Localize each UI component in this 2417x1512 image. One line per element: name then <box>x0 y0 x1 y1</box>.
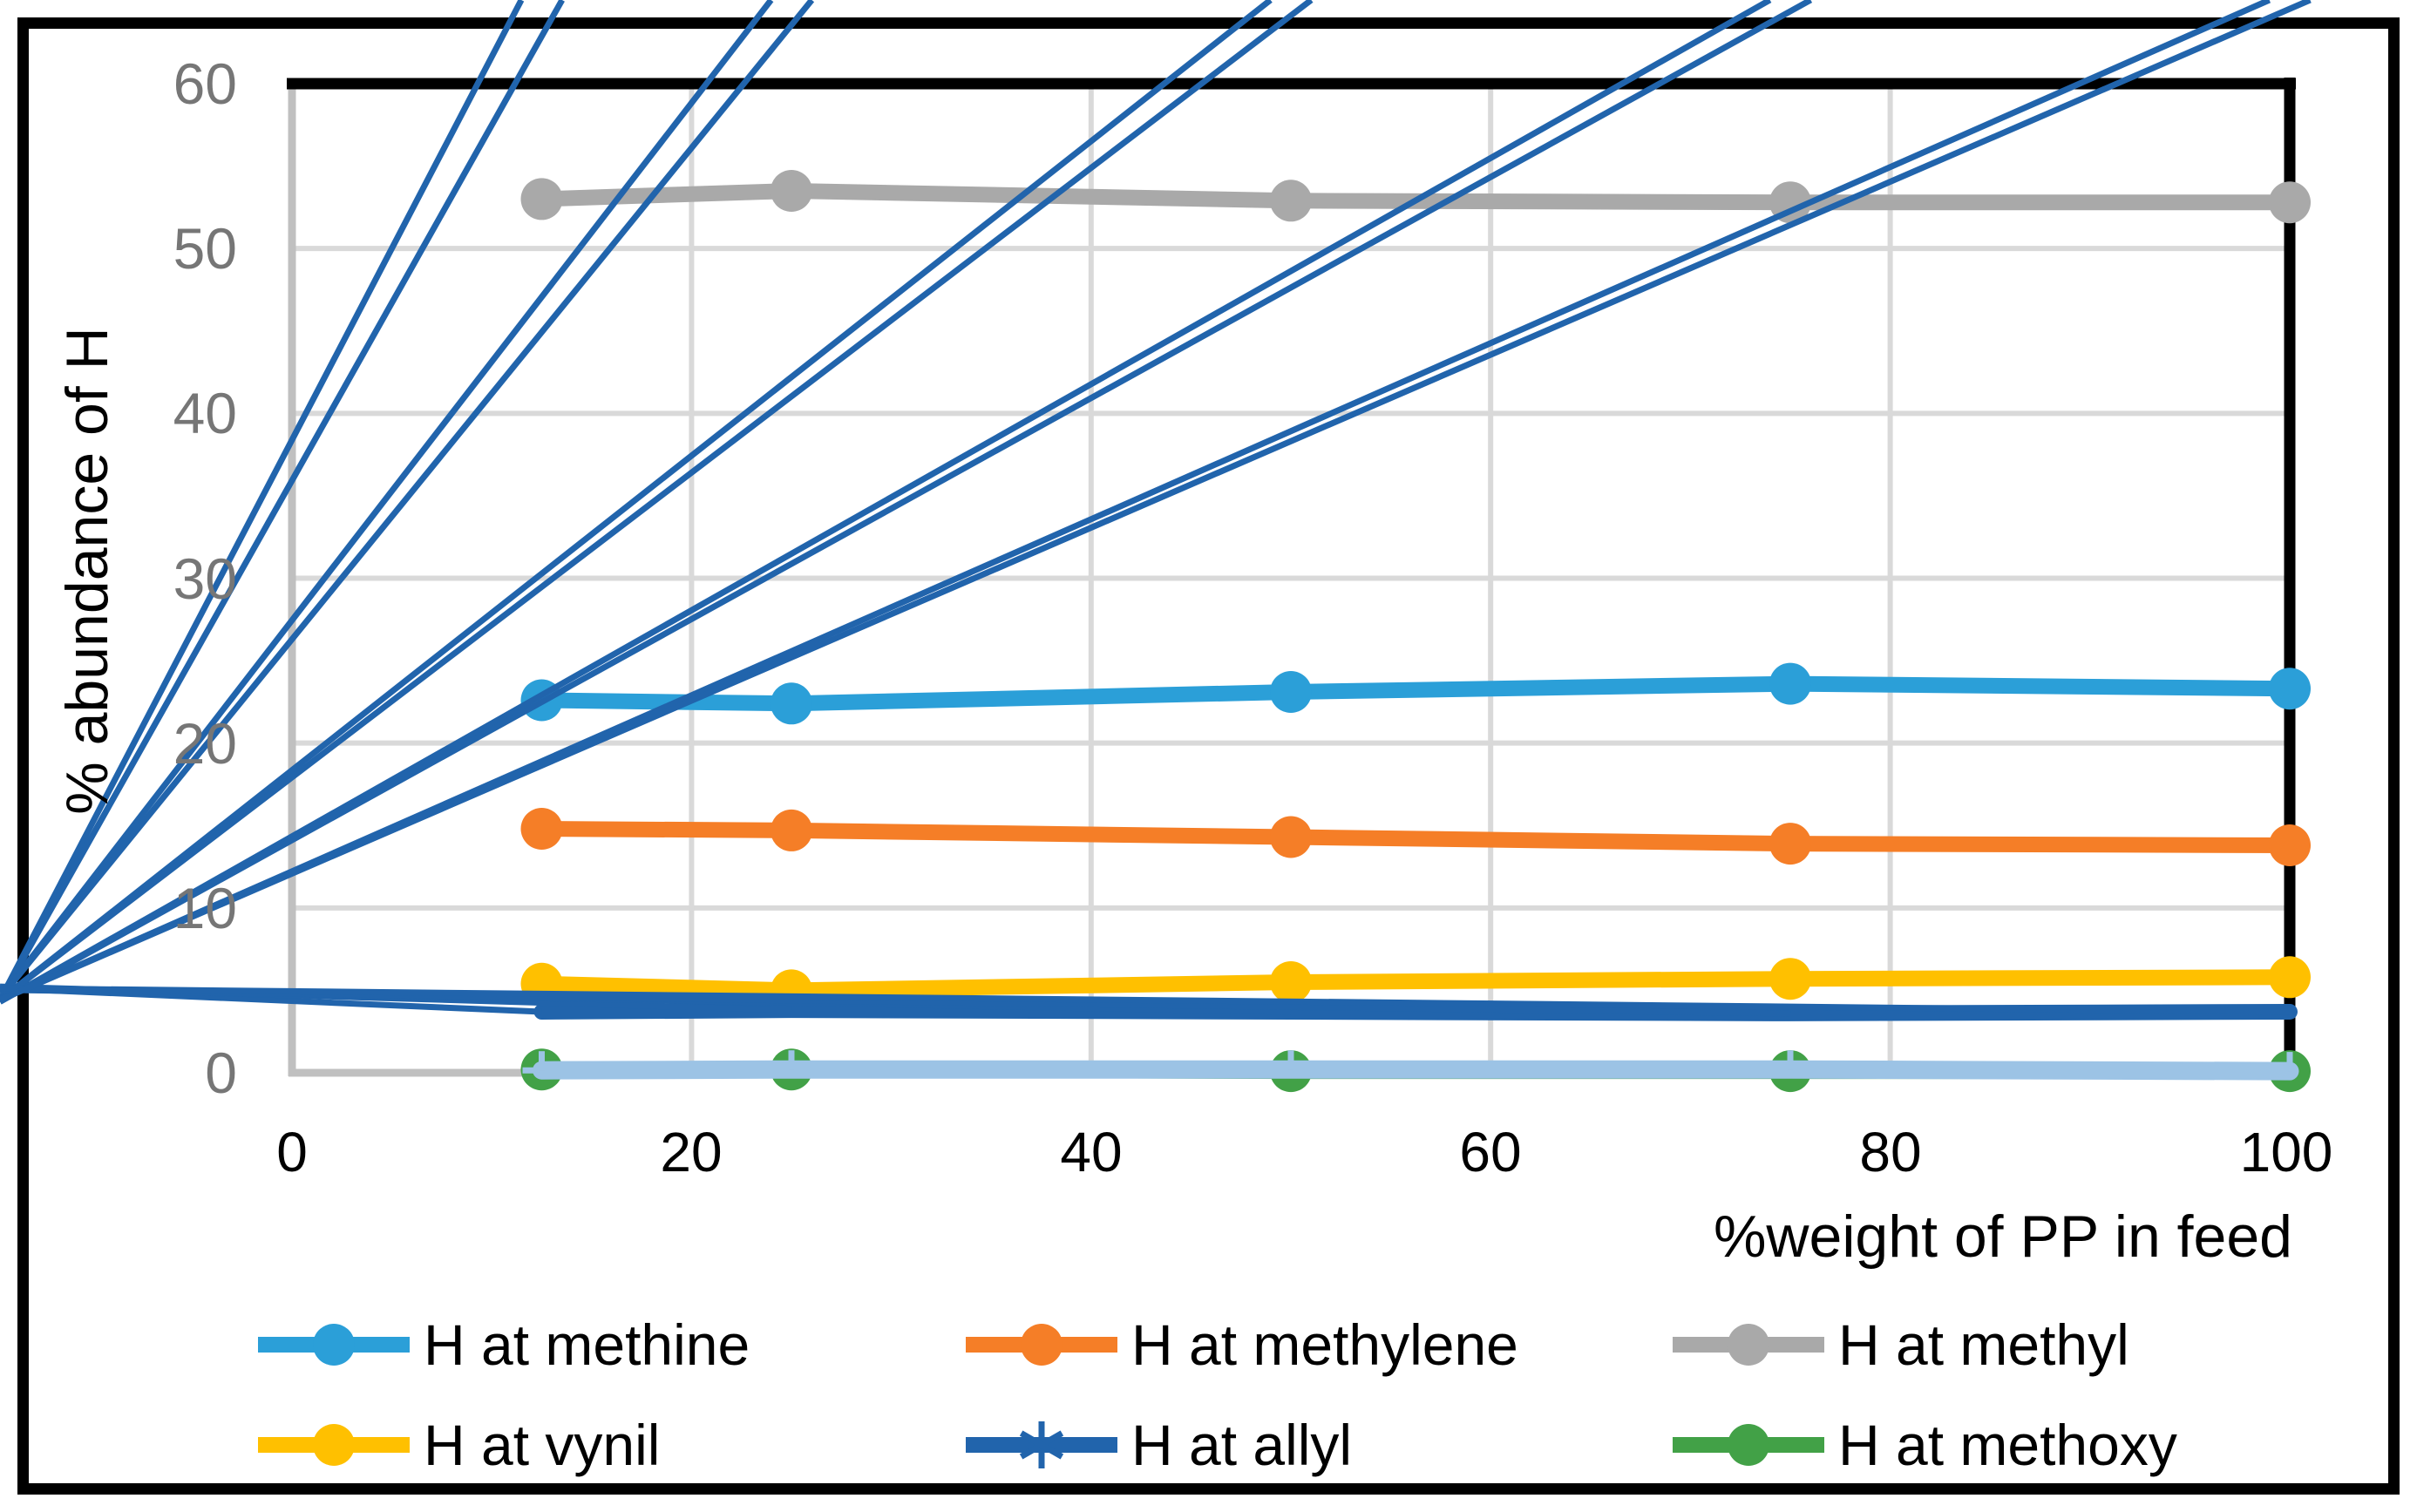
x-tick-0: 0 <box>276 1121 308 1183</box>
y-tick-40: 40 <box>173 381 237 445</box>
x-tick-80: 80 <box>1859 1121 1922 1183</box>
legend-marker-vynil-icon <box>258 1424 410 1466</box>
legend-marker-allyl-icon <box>966 1421 1117 1468</box>
legend-label: H at allyl <box>1131 1413 1353 1477</box>
legend-item-methoxy: H at methoxy <box>1673 1403 2177 1487</box>
legend-marker-methoxy-icon <box>1673 1424 1824 1466</box>
legend-item-allyl: H at allyl <box>966 1403 1352 1487</box>
x-tick-60: 60 <box>1459 1121 1522 1183</box>
y-tick-10: 10 <box>173 876 237 940</box>
y-tick-50: 50 <box>173 216 237 281</box>
legend-marker-methylene-icon <box>966 1324 1117 1366</box>
legend-marker-methyl-icon <box>1673 1324 1824 1366</box>
legend-label: H at methoxy <box>1838 1413 2177 1477</box>
legend-label: H at vynil <box>424 1413 661 1477</box>
y-tick-20: 20 <box>173 711 237 776</box>
legend-item-methylene: H at methylene <box>966 1303 1518 1387</box>
legend-label: H at methine <box>424 1312 750 1377</box>
legend-marker-methine-icon <box>258 1324 410 1366</box>
y-tick-0: 0 <box>205 1041 237 1105</box>
legend-item-methine: H at methine <box>258 1303 750 1387</box>
legend-item-vynil: H at vynil <box>258 1403 660 1487</box>
y-tick-60: 60 <box>173 51 237 116</box>
x-tick-100: 100 <box>2239 1121 2333 1183</box>
legend-item-methyl: H at methyl <box>1673 1303 2129 1387</box>
x-tick-20: 20 <box>660 1121 723 1183</box>
legend-label: H at methylene <box>1131 1312 1518 1377</box>
x-axis-title: %weight of PP in feed <box>1713 1203 2292 1270</box>
y-axis-title: % abundance of H <box>54 327 120 815</box>
x-tick-40: 40 <box>1060 1121 1123 1183</box>
legend-label: H at methyl <box>1838 1312 2129 1377</box>
y-tick-30: 30 <box>173 546 237 611</box>
